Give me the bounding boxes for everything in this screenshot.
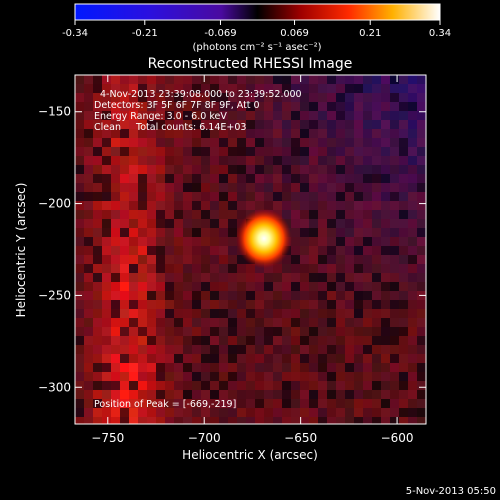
plot-frame — [74, 74, 427, 425]
x-tick-label: −600 — [381, 431, 414, 445]
annotation-clean: Clean Total counts: 6.14E+03 — [94, 122, 246, 133]
y-tick-label: −150 — [38, 105, 71, 119]
y-tick-label: −250 — [38, 288, 71, 302]
colorbar-tick-label: -0.34 — [62, 28, 88, 39]
x-tick-label: −750 — [91, 431, 124, 445]
annotation-energy: Energy Range: 3.0 - 6.0 keV — [94, 111, 227, 122]
annotation-detectors: Detectors: 3F 5F 6F 7F 8F 9F, Att 0 — [94, 100, 260, 111]
x-tick-label: −650 — [284, 431, 317, 445]
colorbar — [74, 3, 441, 21]
y-axis-label: Heliocentric Y (arcsec) — [14, 183, 28, 318]
colorbar-tick-label: -0.069 — [204, 28, 236, 39]
colorbar-tick-label: 0.34 — [429, 28, 451, 39]
colorbar-ticks: -0.34 -0.21 -0.069 0.069 0.21 0.34 — [62, 20, 451, 39]
axis-ticks: −750 −700 −650 −600 −150 −200 −250 −300 — [38, 75, 426, 445]
chart-title: Reconstructed RHESSI Image — [148, 56, 353, 72]
colorbar-units: (photons cm⁻² s⁻¹ asec⁻²) — [192, 42, 321, 53]
colorbar-tick-label: 0.069 — [280, 28, 309, 39]
x-tick-label: −700 — [188, 431, 221, 445]
colorbar-tick-label: -0.21 — [132, 28, 158, 39]
image-pixels — [75, 75, 426, 424]
peak-position-label: Position of Peak = [-669,-219] — [94, 399, 236, 410]
y-tick-label: −300 — [38, 380, 71, 394]
peak-source — [236, 208, 292, 269]
x-axis-label: Heliocentric X (arcsec) — [182, 448, 318, 462]
footer-date: 5-Nov-2013 05:50 — [406, 486, 496, 497]
colorbar-tick-label: 0.21 — [359, 28, 381, 39]
y-tick-label: −200 — [38, 197, 71, 211]
annotation-time: 4-Nov-2013 23:39:08.000 to 23:39:52.000 — [100, 89, 302, 100]
